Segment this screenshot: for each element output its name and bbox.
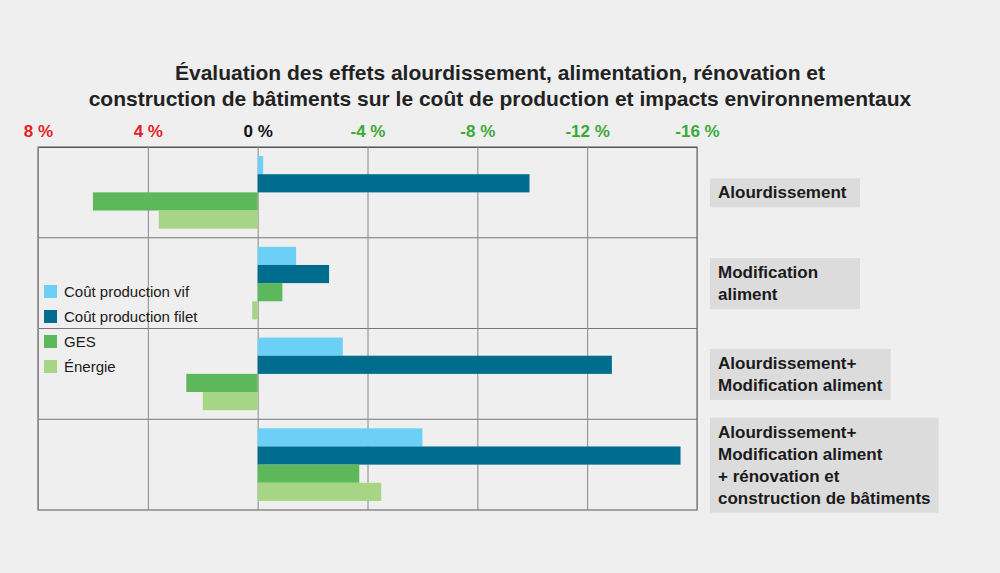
- bars: [93, 156, 681, 501]
- category-label-box: [710, 418, 939, 513]
- category-label-group: Alourdissement+Modification aliment: [710, 349, 891, 400]
- tick-label: -16 %: [675, 122, 719, 141]
- grid-line: [38, 147, 39, 510]
- bar: [203, 392, 258, 410]
- legend-swatch: [44, 285, 57, 298]
- bar: [159, 211, 258, 229]
- legend-swatch: [44, 335, 57, 348]
- bar: [252, 301, 257, 319]
- category-label-box: [710, 258, 860, 309]
- tick-label: -4 %: [351, 122, 386, 141]
- bar: [258, 174, 530, 192]
- tick-label: 0 %: [244, 122, 273, 141]
- category-label: Alourdissement+Modification aliment: [718, 354, 883, 395]
- bar: [258, 283, 283, 301]
- chart: Évaluation des effets alourdissement, al…: [0, 0, 1000, 573]
- grid-line: [697, 147, 698, 510]
- legend-swatch: [44, 310, 57, 323]
- category-label-group: Alourdissement: [710, 178, 860, 207]
- legend-label: GES: [64, 333, 96, 350]
- category-label: Alourdissement+Modification aliment+ rén…: [718, 423, 931, 508]
- tick-label: 4 %: [134, 122, 163, 141]
- legend-swatch: [44, 360, 57, 373]
- bar: [186, 374, 257, 392]
- category-label-group: Modificationaliment: [710, 258, 860, 309]
- category-label-box: [710, 178, 860, 207]
- tick-label: -8 %: [460, 122, 495, 141]
- category-label-group: Alourdissement+Modification aliment+ rén…: [710, 418, 939, 513]
- axis-line: [39, 148, 698, 511]
- bar: [258, 265, 329, 283]
- category-labels: Alourdissement Modificationaliment Alourdi…: [710, 178, 939, 512]
- legend-label: Énergie: [64, 358, 116, 375]
- bar: [258, 247, 296, 265]
- bar: [93, 192, 258, 210]
- category-label: Modificationaliment: [718, 263, 818, 304]
- legend-label: Coût production vif: [64, 283, 190, 300]
- bar: [258, 428, 423, 446]
- category-label-box: [710, 349, 891, 400]
- bar: [258, 156, 263, 174]
- legend: Coût production vif Coût production filet…: [44, 283, 198, 375]
- tick-label: 8 %: [24, 122, 53, 141]
- category-label: Alourdissement: [718, 183, 847, 202]
- plot-frame: [38, 147, 697, 510]
- title: Évaluation des effets alourdissement, al…: [89, 61, 912, 110]
- bar: [258, 338, 343, 356]
- background: [0, 0, 1000, 573]
- bar: [258, 465, 360, 483]
- tick-label: -12 %: [565, 122, 609, 141]
- bar: [258, 483, 382, 501]
- bar: [258, 356, 612, 374]
- legend-label: Coût production filet: [64, 308, 198, 325]
- x-axis: 8 % 4 % 0 % -4 % -8 % -12 % -16 %: [24, 122, 720, 510]
- bar: [258, 446, 681, 464]
